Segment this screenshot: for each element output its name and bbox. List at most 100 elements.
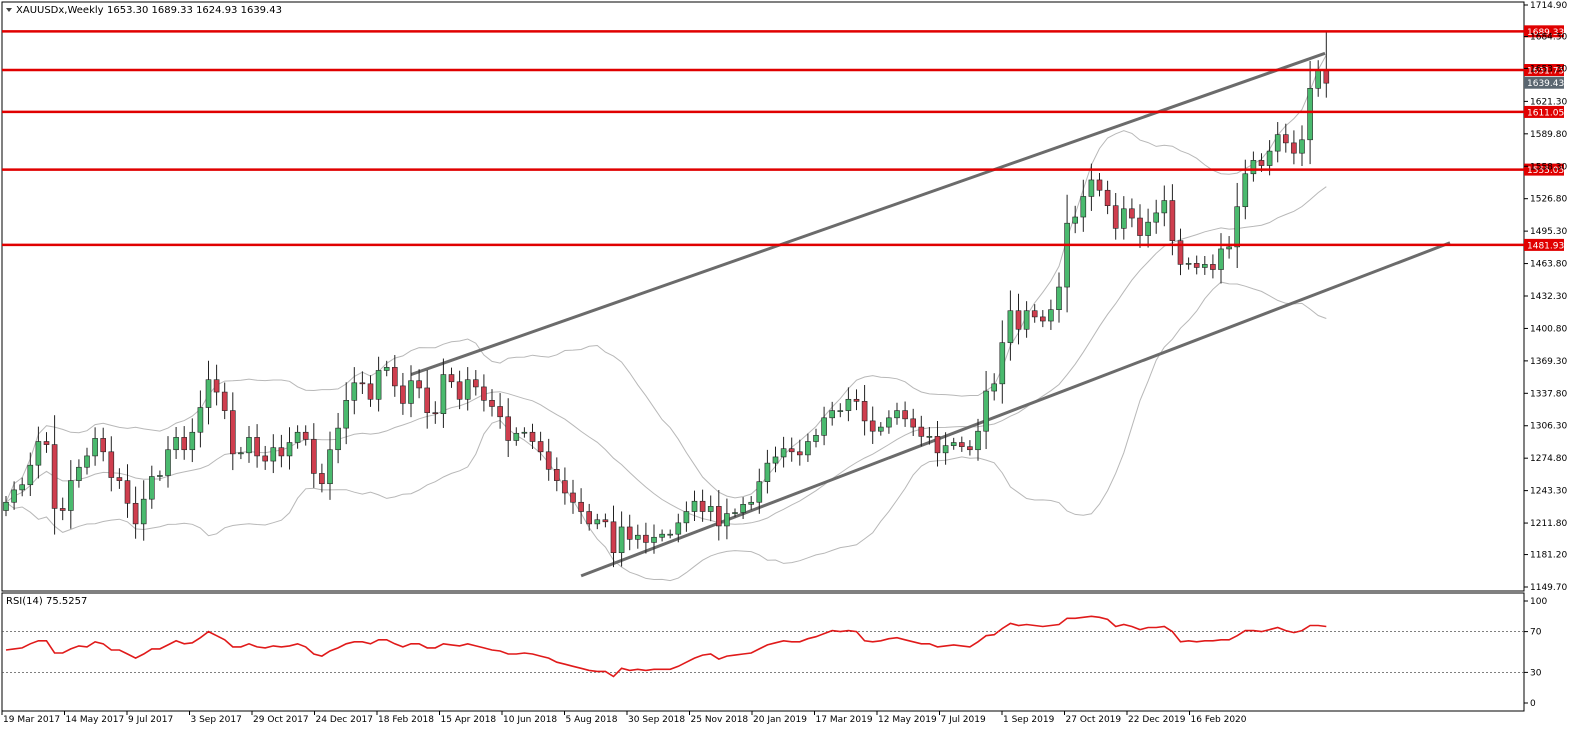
candle-body — [1291, 142, 1297, 154]
candle-body — [100, 438, 106, 453]
candle-body — [967, 446, 973, 451]
candle-body — [165, 449, 171, 476]
candle-body — [1048, 309, 1054, 322]
candle — [181, 426, 187, 460]
level-tag-label: 1481.93 — [1527, 241, 1564, 251]
candle — [1299, 125, 1305, 166]
candle-body — [683, 511, 690, 524]
candle-body — [140, 498, 147, 525]
candle — [1161, 185, 1168, 227]
channel-upper-line — [410, 51, 1326, 376]
candle-body — [764, 462, 771, 482]
candle — [1169, 184, 1176, 256]
candle-body — [221, 391, 228, 411]
candle — [1088, 163, 1095, 211]
level-tag-bg — [1524, 163, 1564, 176]
candle-body — [877, 426, 884, 432]
candle — [1031, 304, 1038, 323]
candle-body — [918, 426, 925, 437]
candle-body — [108, 451, 115, 478]
candle-body — [1177, 240, 1184, 265]
candle-body — [805, 441, 811, 456]
price-tick-label: 1337.80 — [1530, 389, 1567, 399]
candle-body — [910, 418, 917, 428]
candle-body — [691, 500, 698, 512]
price-tick-label: 1495.30 — [1530, 227, 1567, 237]
candle-body — [1185, 263, 1192, 265]
time-tick-label: 24 Dec 2017 — [316, 715, 374, 725]
candle-body — [513, 432, 520, 441]
candle-body — [837, 410, 844, 412]
candle — [343, 382, 350, 445]
candle — [805, 433, 811, 462]
candle — [351, 367, 358, 415]
candle — [683, 501, 690, 532]
collapse-triangle-icon[interactable] — [6, 8, 12, 12]
candle-body — [562, 480, 568, 494]
candle — [327, 431, 333, 500]
candle-body — [586, 511, 593, 525]
candle — [367, 375, 374, 407]
candle — [999, 320, 1006, 404]
candle — [667, 529, 674, 539]
candle — [659, 529, 665, 542]
candle — [51, 415, 58, 535]
candle — [869, 406, 876, 444]
candle-body — [1323, 69, 1330, 84]
candle — [1112, 192, 1119, 240]
candle-body — [570, 492, 576, 503]
candle — [634, 524, 641, 549]
candle-body — [1112, 205, 1119, 229]
candle-body — [1064, 222, 1070, 288]
candle — [1218, 233, 1224, 284]
candle-body — [197, 407, 204, 433]
price-tick-label: 1653.30 — [1530, 64, 1567, 74]
candle — [537, 431, 544, 461]
candle — [796, 439, 803, 466]
candle — [302, 425, 309, 446]
candle-body — [230, 410, 236, 455]
candle — [926, 427, 933, 445]
level-tag: 1611.05 — [1524, 105, 1564, 118]
price-tick-label: 1274.80 — [1530, 454, 1567, 464]
current-price-bg — [1524, 76, 1564, 89]
candle-body — [821, 417, 827, 436]
candle — [877, 422, 884, 436]
candle-body — [359, 382, 366, 385]
candle — [35, 426, 42, 479]
candle — [359, 371, 366, 395]
candle — [732, 508, 738, 518]
candle-body — [999, 342, 1006, 385]
candle — [950, 437, 957, 450]
candle — [19, 477, 26, 497]
candle — [408, 365, 414, 418]
candle — [213, 364, 220, 406]
candle — [68, 460, 74, 529]
candle-body — [748, 501, 755, 505]
candle-body — [740, 504, 746, 513]
candle-body — [553, 469, 560, 481]
candle-body — [578, 501, 584, 512]
time-tick-label: 19 Mar 2017 — [3, 715, 60, 725]
candle-body — [246, 437, 252, 454]
candle — [829, 401, 836, 426]
rsi-tick-label: 100 — [1530, 597, 1547, 607]
candle-body — [537, 441, 544, 453]
price-panel-frame — [1, 1, 1525, 592]
candle — [205, 360, 212, 425]
candle — [861, 384, 868, 436]
candle-body — [529, 431, 536, 442]
candle-body — [594, 519, 601, 525]
candle-body — [886, 417, 892, 428]
candle — [756, 468, 763, 514]
candle-body — [853, 398, 860, 402]
candle — [813, 428, 819, 448]
candle-body — [1072, 216, 1078, 224]
candle-body — [983, 390, 989, 432]
price-tick-label: 1463.80 — [1530, 260, 1567, 270]
candle — [489, 389, 495, 417]
candle — [27, 452, 34, 496]
candle-body — [505, 416, 512, 441]
horizontal-levels: 1689.33 1651.75 1611.05 1555.05 1481.93 1639.… — [2, 25, 1564, 251]
candle — [910, 408, 917, 436]
